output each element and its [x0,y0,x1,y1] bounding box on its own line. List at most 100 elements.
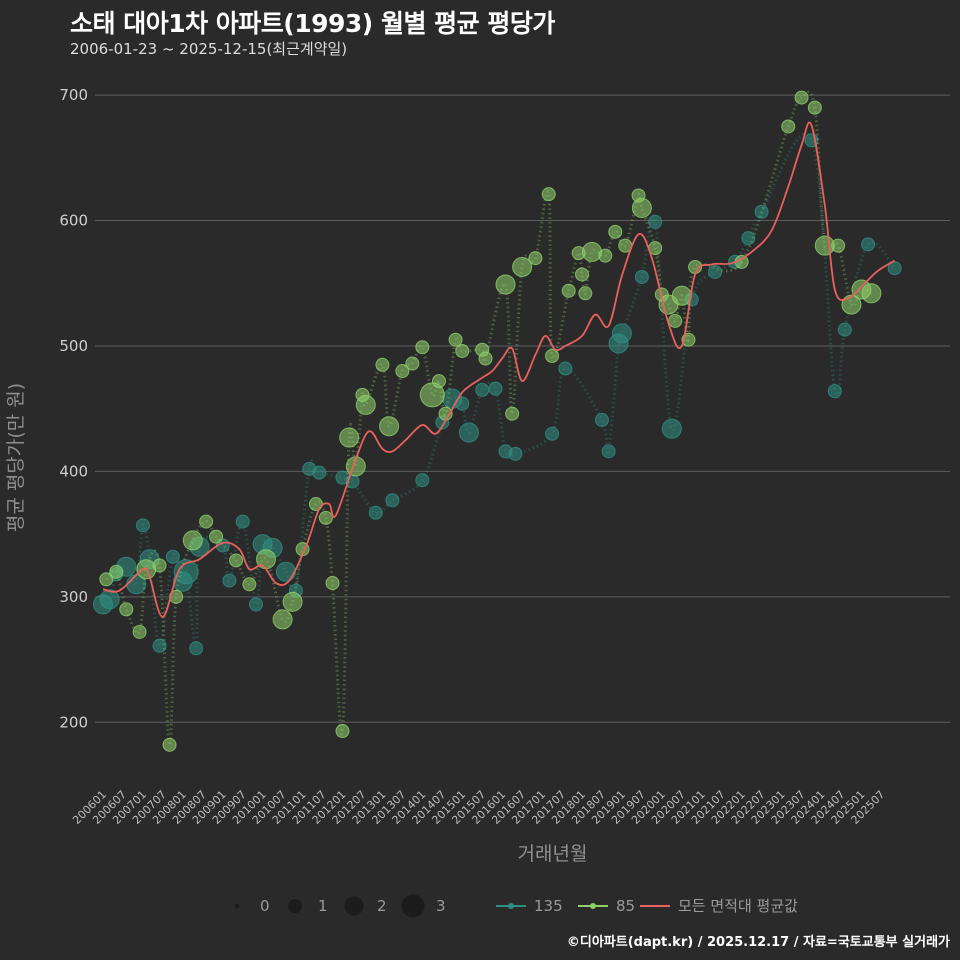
y-tick-label: 200 [59,713,88,731]
data-point-135 [634,269,649,284]
data-point-85 [182,530,203,551]
trend-85 [105,90,873,747]
data-point-85 [581,241,602,262]
x-axis-label: 거래년월 [518,843,588,865]
data-point-135 [661,418,682,439]
data-point-135 [708,264,723,279]
data-point-135 [99,589,120,610]
data-point-135 [754,204,769,219]
data-point-135 [173,559,199,585]
data-point-135 [488,381,503,396]
data-point-135 [415,473,430,488]
data-point-85 [478,351,493,366]
data-point-85 [355,394,376,415]
data-point-85 [242,577,257,592]
data-point-135 [235,514,250,529]
data-point-135 [611,323,632,344]
size-legend-label: 2 [377,897,387,915]
data-point-85 [841,294,862,315]
size-legend-marker [401,894,425,918]
data-point-135 [275,561,296,582]
data-point-85 [831,238,846,253]
data-point-135 [165,549,180,564]
legend-marker-1 [508,903,514,909]
data-point-135 [861,237,876,252]
y-tick-label: 400 [59,462,88,480]
data-point-85 [379,416,400,437]
y-tick-label: 600 [59,212,88,230]
data-point-135 [312,465,327,480]
data-point-85 [861,283,882,304]
data-point-135 [458,422,479,443]
data-point-135 [601,444,616,459]
size-legend-label: 0 [260,897,270,915]
data-point-85 [448,332,463,347]
data-point-135 [475,382,490,397]
data-point-135 [827,384,842,399]
data-point-85 [781,119,796,134]
average-line [102,121,896,618]
data-point-85 [405,356,420,371]
data-point-85 [431,374,446,389]
chart-title: 소태 대아1차 아파트(1993) 월별 평균 평당가 [70,9,555,38]
data-point-85 [318,510,333,525]
data-point-85 [109,564,124,579]
data-point-135 [594,412,609,427]
data-point-85 [282,591,303,612]
data-point-85 [541,187,556,202]
data-point-85 [339,427,360,448]
data-point-85 [375,357,390,372]
data-point-85 [578,286,593,301]
data-point-85 [631,197,652,218]
data-point-85 [395,364,410,379]
data-point-85 [132,624,147,639]
data-point-85 [99,572,114,587]
legend-label-1: 135 [534,897,563,915]
data-point-85 [561,283,576,298]
y-tick-label: 700 [59,86,88,104]
data-point-85 [229,553,244,568]
data-point-85 [199,514,214,529]
data-point-85 [794,90,809,105]
data-point-85 [455,343,470,358]
data-point-135 [648,214,663,229]
data-point-85 [512,256,533,277]
data-point-85 [209,529,224,544]
data-point-135 [135,518,150,533]
data-point-85 [272,609,293,630]
data-point-135 [545,426,560,441]
legend-label-3: 모든 면적대 평균값 [678,897,798,915]
data-point-135 [249,597,264,612]
size-legend-marker [234,903,240,909]
data-point-85 [335,724,350,739]
size-legend-marker [288,899,302,913]
size-legend-marker [344,896,364,916]
data-point-135 [189,641,204,656]
data-point-135 [152,638,167,653]
chart-subtitle: 2006-01-23 ~ 2025-12-15(최근계약일) [70,40,348,58]
data-point-135 [385,493,400,508]
source-credit: ©디아파트(dapt.kr) / 2025.12.17 / 자료=국토교통부 실… [566,935,950,950]
data-point-85 [807,100,822,115]
data-point-85 [545,349,560,363]
data-point-85 [598,248,613,263]
y-tick-label: 500 [59,337,88,355]
data-point-135 [368,505,383,520]
data-point-85 [119,602,134,617]
data-point-85 [528,251,543,266]
data-point-135 [741,231,756,246]
size-legend-label: 1 [318,897,328,915]
data-point-135 [508,446,523,461]
data-point-85 [671,285,692,306]
data-point-85 [162,737,177,752]
data-point-135 [558,361,573,376]
data-point-85 [608,224,623,239]
data-point-85 [325,576,340,591]
data-point-85 [574,267,589,282]
data-point-85 [415,340,430,355]
data-point-85 [668,313,683,328]
data-point-85 [495,274,516,295]
data-point-135 [837,322,852,337]
data-point-85 [505,406,520,421]
data-point-135 [222,573,237,588]
